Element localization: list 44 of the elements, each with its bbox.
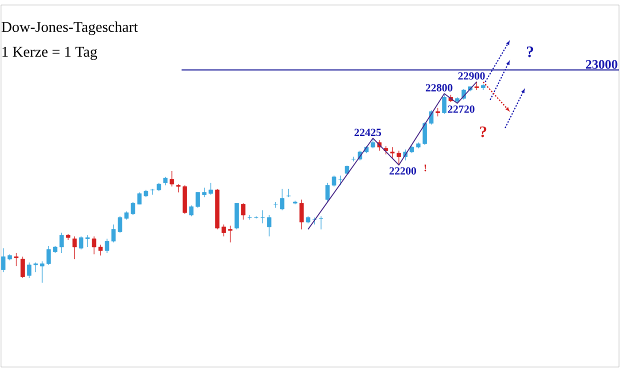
candlestick <box>267 214 272 237</box>
candlestick <box>422 122 427 146</box>
candlestick <box>241 202 246 220</box>
annotation: ! <box>424 164 426 172</box>
chart-subtitle: 1 Kerze = 1 Tag <box>2 46 98 60</box>
candlestick <box>260 210 265 224</box>
annotation: 22800 <box>426 84 452 92</box>
candlestick <box>442 93 446 114</box>
annotation: ? <box>480 126 486 138</box>
candlestick <box>72 236 77 260</box>
candlestick <box>189 205 194 217</box>
annotation: 22900 <box>458 72 485 80</box>
candlestick <box>14 252 18 266</box>
candlestick <box>332 175 336 187</box>
chart-title: Dow-Jones-Tageschart <box>2 21 138 36</box>
annotation: 22720 <box>448 105 474 113</box>
candlestick <box>46 246 51 266</box>
candlestick <box>396 150 402 166</box>
candlestick <box>34 262 38 272</box>
annotation: 23000 <box>586 60 618 69</box>
candlestick <box>208 182 213 196</box>
candlestick <box>27 262 32 278</box>
candlestick <box>78 236 84 250</box>
candlestick <box>299 199 304 230</box>
candlestick <box>104 238 110 254</box>
candlestick <box>92 236 96 255</box>
candlestick <box>318 216 324 230</box>
candlestick <box>390 146 395 158</box>
candlestick <box>325 182 330 202</box>
candlestick <box>40 260 44 284</box>
candlestick <box>222 224 226 237</box>
candlestick <box>98 244 103 256</box>
candlestick <box>85 234 90 248</box>
candlestick <box>280 188 284 211</box>
annotation: 22425 <box>354 128 382 136</box>
candlestick <box>170 170 174 187</box>
annotation: 22200 <box>390 167 416 175</box>
candlestick <box>228 225 232 243</box>
text: ? <box>527 46 534 58</box>
candlestick <box>20 256 25 278</box>
candlestick <box>1 248 6 272</box>
candlestick <box>202 187 206 198</box>
candlestick <box>59 232 64 254</box>
candlestick <box>196 192 200 208</box>
